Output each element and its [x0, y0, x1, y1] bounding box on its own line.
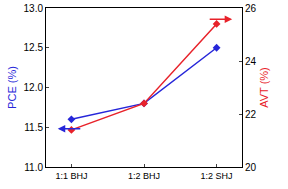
- svg-text:1:2 SHJ: 1:2 SHJ: [201, 171, 233, 181]
- svg-text:12.0: 12.0: [24, 82, 44, 93]
- svg-text:11.5: 11.5: [24, 122, 43, 133]
- svg-text:26: 26: [245, 3, 257, 14]
- svg-text:20: 20: [245, 162, 257, 173]
- svg-text:24: 24: [245, 56, 257, 67]
- svg-text:1:1 BHJ: 1:1 BHJ: [55, 171, 87, 181]
- svg-text:11.0: 11.0: [24, 162, 43, 173]
- svg-text:AVT (%): AVT (%): [258, 67, 270, 108]
- svg-text:PCE (%): PCE (%): [6, 66, 18, 109]
- svg-text:13.0: 13.0: [24, 3, 44, 14]
- svg-text:12.5: 12.5: [24, 42, 44, 53]
- svg-text:1:2 BHJ: 1:2 BHJ: [128, 171, 160, 181]
- svg-text:22: 22: [245, 109, 257, 120]
